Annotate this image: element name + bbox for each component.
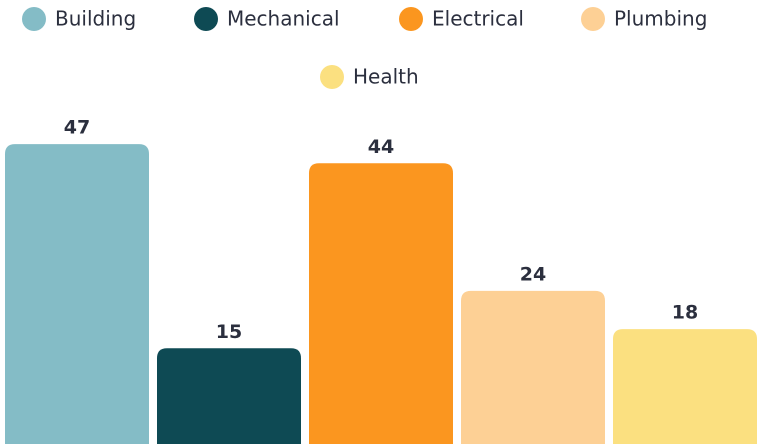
legend-label[interactable]: Building xyxy=(55,7,136,31)
value-label: 24 xyxy=(520,263,546,285)
value-label: 47 xyxy=(64,117,90,139)
bar xyxy=(309,163,453,444)
legend-label[interactable]: Electrical xyxy=(432,7,524,31)
bar xyxy=(5,144,149,444)
value-label: 18 xyxy=(672,302,698,324)
value-label: 15 xyxy=(216,321,242,343)
legend-label[interactable]: Plumbing xyxy=(614,7,707,31)
legend-swatch[interactable] xyxy=(320,65,344,89)
value-label: 44 xyxy=(368,136,394,158)
legend-swatch[interactable] xyxy=(22,7,46,31)
bar xyxy=(157,348,301,444)
legend-swatch[interactable] xyxy=(194,7,218,31)
legend-swatch[interactable] xyxy=(399,7,423,31)
legend-label[interactable]: Mechanical xyxy=(227,7,340,31)
legend-label[interactable]: Health xyxy=(353,65,419,89)
bar xyxy=(613,329,757,444)
bar xyxy=(461,290,605,444)
legend-swatch[interactable] xyxy=(581,7,605,31)
